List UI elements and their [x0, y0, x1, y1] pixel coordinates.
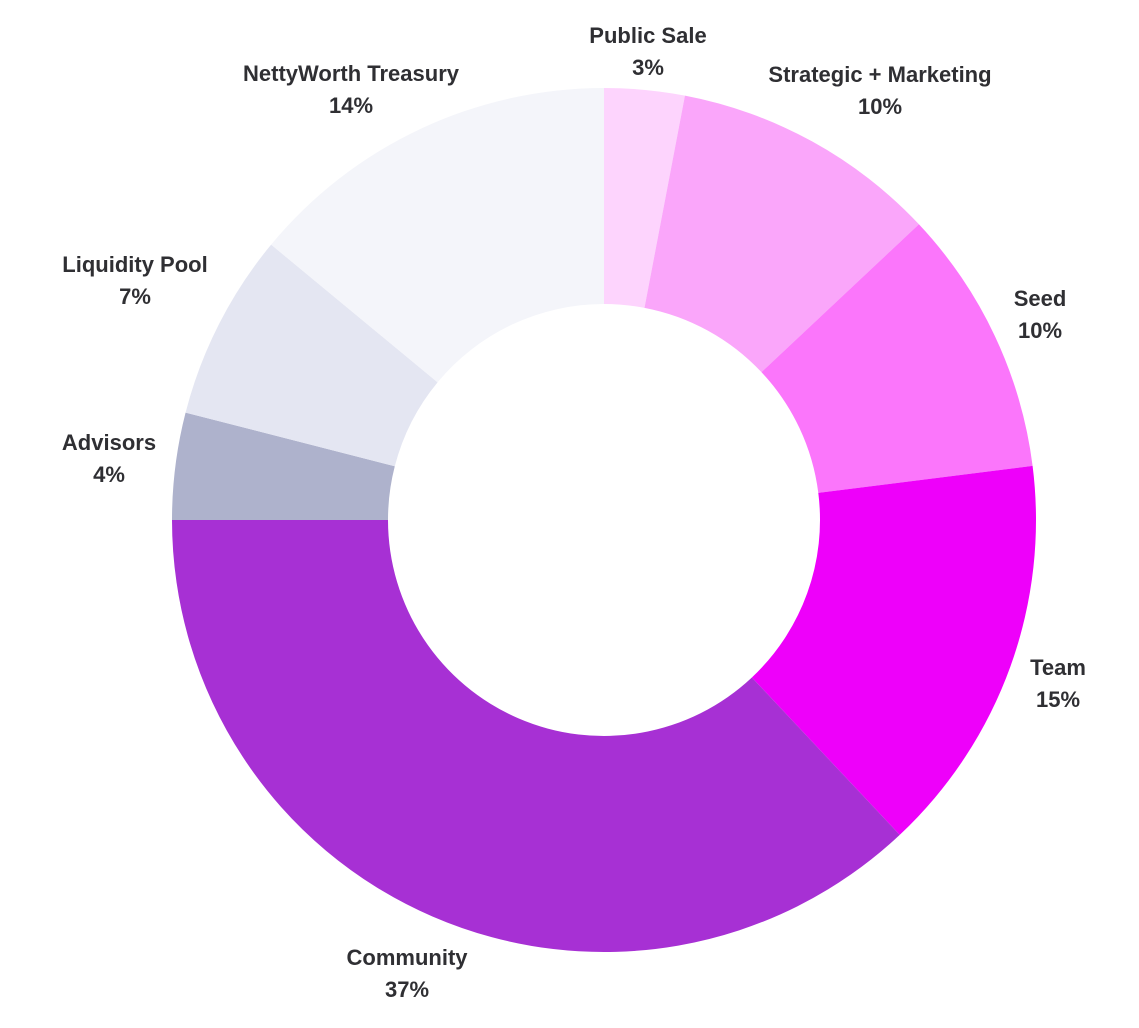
slice-strategic-marketing — [644, 95, 919, 373]
slice-label-name: Seed — [1013, 286, 1067, 311]
slice-label-name: Liquidity Pool — [62, 252, 208, 277]
slice-label-value: 4% — [93, 462, 125, 487]
slice-label: NettyWorth Treasury 14% — [243, 58, 459, 122]
slice-team — [751, 465, 1036, 835]
slice-label-name: Strategic + Marketing — [768, 62, 992, 87]
slice-community — [172, 520, 900, 952]
slice-seed — [761, 224, 1033, 493]
slice-label-value: 10% — [857, 94, 903, 119]
slice-label: Liquidity Pool 7% — [62, 249, 207, 313]
slice-label: Community 37% — [347, 942, 468, 1006]
slice-label-value: 14% — [328, 93, 374, 118]
slice-label-name: Team — [1030, 655, 1086, 680]
slice-label: Strategic + Marketing 10% — [768, 59, 991, 123]
slice-advisors — [172, 412, 395, 520]
slice-label-name: NettyWorth Treasury — [243, 61, 459, 86]
slice-label-name: Advisors — [61, 430, 157, 455]
slice-label: Team 15% — [1030, 652, 1086, 716]
slice-label: Advisors 4% — [62, 427, 156, 491]
slice-public-sale — [604, 88, 685, 308]
slice-label-value: 10% — [1017, 318, 1063, 343]
slice-label-name: Community — [346, 945, 468, 970]
slice-liquidity-pool — [185, 244, 438, 467]
slice-label: Public Sale 3% — [589, 20, 706, 84]
slice-label-value: 15% — [1035, 687, 1081, 712]
slice-label-value: 3% — [632, 55, 664, 80]
slice-label-value: 7% — [119, 284, 151, 309]
slice-label-name: Public Sale — [589, 23, 707, 48]
slice-nettyworth-treasury — [271, 88, 604, 383]
slice-label: Seed 10% — [1014, 283, 1067, 347]
slice-label-value: 37% — [384, 977, 430, 1002]
